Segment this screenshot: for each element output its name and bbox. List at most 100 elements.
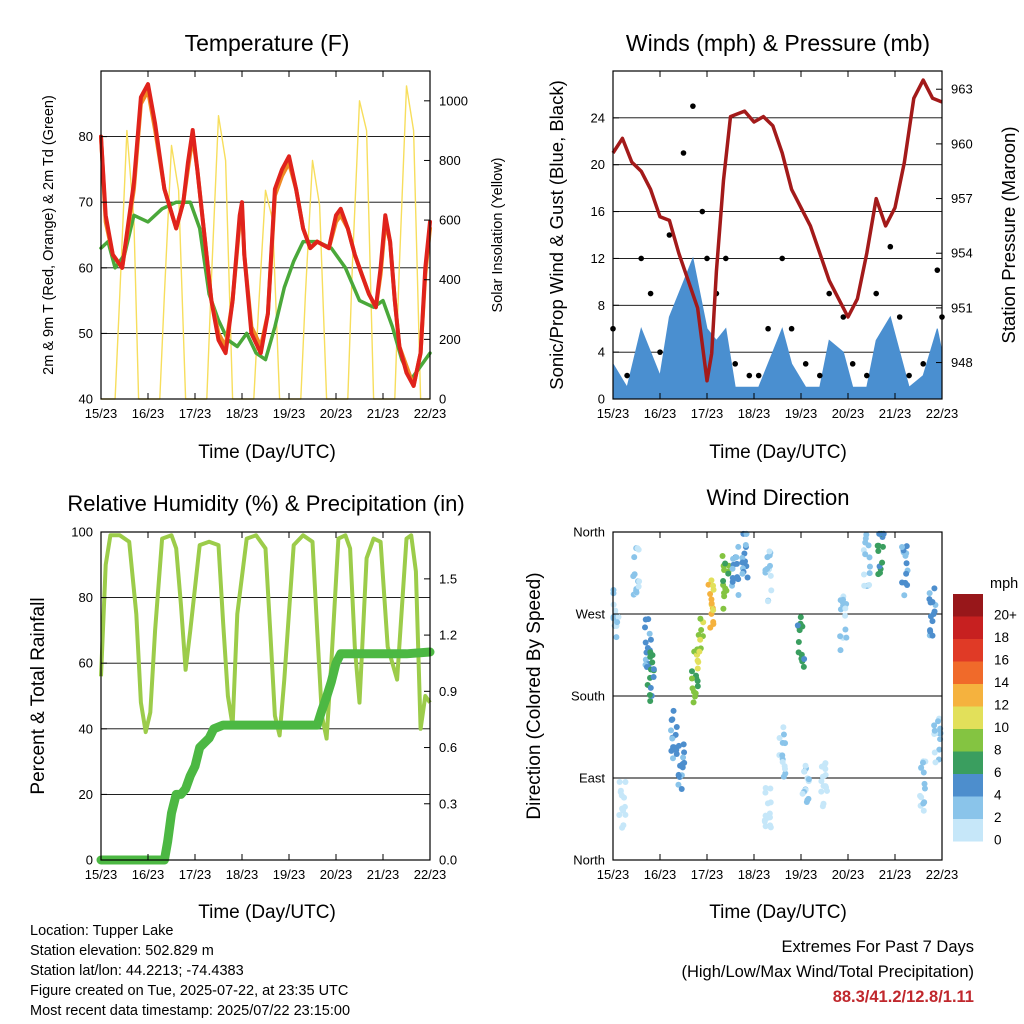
- colorbar-swatch: [953, 774, 983, 797]
- colorbar-swatch: [953, 616, 983, 639]
- direction-point: [764, 554, 771, 561]
- direction-point: [767, 572, 774, 579]
- humidity-plot-frame: [100, 531, 431, 861]
- y2-tick-label: 800: [439, 153, 461, 168]
- direction-point: [782, 740, 789, 747]
- y-tick-label: 100: [71, 525, 93, 540]
- gust-point: [755, 372, 762, 379]
- direction-point: [935, 718, 942, 725]
- x-tick-label: 20/23: [832, 406, 865, 421]
- direction-point: [708, 600, 715, 607]
- direction-point: [926, 596, 933, 603]
- direction-point: [837, 633, 844, 640]
- direction-point: [680, 754, 687, 761]
- sonic-wind-area: [612, 256, 943, 400]
- direction-point: [931, 749, 938, 756]
- x-tick-label: 19/23: [273, 867, 306, 882]
- y-tick-label: 12: [591, 251, 605, 266]
- x-tick-label: 19/23: [273, 406, 306, 421]
- winds-ylabel-right: Station Pressure (Maroon): [998, 127, 1019, 344]
- colorbar-swatch: [953, 751, 983, 774]
- direction-point: [631, 554, 638, 561]
- y-tick-label: South: [571, 689, 605, 704]
- direction-point: [646, 692, 653, 699]
- humidity-title: Relative Humidity (%) & Precipitation (i…: [67, 491, 464, 516]
- humidity-panel: Relative Humidity (%) & Precipitation (i…: [28, 491, 465, 923]
- direction-point: [822, 766, 829, 773]
- direction-point: [901, 592, 908, 599]
- direction-point: [767, 799, 774, 806]
- figure-created: Figure created on Tue, 2025-07-22, at 23…: [30, 983, 349, 999]
- direction-point: [762, 823, 769, 830]
- direction-point: [768, 587, 775, 594]
- x-tick-label: 22/23: [414, 406, 447, 421]
- direction-point: [720, 605, 727, 612]
- direction-point: [874, 542, 881, 549]
- direction-point: [780, 724, 787, 731]
- direction-point: [879, 543, 886, 550]
- direction-point: [931, 727, 938, 734]
- y-tick-label: West: [576, 607, 606, 622]
- temperature-series: [99, 82, 432, 400]
- temp-2m-line: [99, 82, 432, 388]
- direction-point: [678, 786, 685, 793]
- direction-point: [616, 779, 623, 786]
- temperature-plot-frame: [100, 70, 431, 400]
- direction-point: [735, 543, 742, 550]
- direction-point: [779, 759, 786, 766]
- direction-point: [647, 684, 654, 691]
- direction-point: [931, 585, 938, 592]
- direction-point: [744, 574, 751, 581]
- direction-point: [725, 570, 732, 577]
- x-tick-label: 19/23: [785, 406, 818, 421]
- temperature-ticks: 15/23 16/23 17/23 18/23 19/23 20/23 21/23 22/23…: [79, 71, 468, 421]
- direction-point: [647, 697, 654, 704]
- direction-point: [642, 639, 649, 646]
- direction-point: [918, 794, 925, 801]
- direction-point: [719, 552, 726, 559]
- direction-point: [650, 673, 657, 680]
- direction-point: [818, 788, 825, 795]
- direction-point: [866, 554, 873, 561]
- colorbar-swatch: [953, 684, 983, 707]
- gust-point: [704, 255, 710, 262]
- y2-tick-label: 951: [951, 300, 973, 315]
- x-tick-label: 17/23: [179, 867, 212, 882]
- y-tick-label: 80: [79, 129, 93, 144]
- direction-point: [860, 571, 867, 578]
- direction-point: [843, 634, 850, 641]
- speed-colorbar: mph 20+ 18 16 14 12 10 8 6 4 2 0: [953, 576, 1018, 847]
- winds-series: [610, 78, 945, 400]
- direction-point: [780, 731, 787, 738]
- x-tick-label: 21/23: [879, 406, 912, 421]
- direction-point: [842, 612, 849, 619]
- direction-point: [710, 582, 717, 589]
- gust-point: [638, 255, 644, 262]
- direction-point: [669, 735, 676, 742]
- direction-point: [694, 683, 701, 690]
- gust-point: [765, 325, 771, 332]
- x-tick-label: 16/23: [132, 406, 165, 421]
- y-tick-label: 0: [598, 392, 605, 407]
- direction-point: [673, 751, 680, 758]
- gust-point: [624, 372, 630, 379]
- x-tick-label: 16/23: [644, 867, 677, 882]
- direction-point: [767, 822, 774, 829]
- gust-point: [779, 255, 785, 262]
- colorbar-swatch: [953, 706, 983, 729]
- humidity-ylabel-left: Percent & Total Rainfall: [28, 597, 49, 794]
- direction-point: [617, 787, 624, 794]
- direction-point: [692, 690, 699, 697]
- direction-point: [842, 605, 849, 612]
- direction-point: [690, 699, 697, 706]
- direction-point: [730, 555, 737, 562]
- direction-panel: Wind Direction Direction (Colored By Spe…: [524, 485, 1018, 923]
- x-tick-label: 21/23: [367, 867, 400, 882]
- direction-point: [680, 741, 687, 748]
- colorbar-label: 2: [994, 810, 1002, 825]
- direction-point: [866, 581, 873, 588]
- direction-point: [742, 542, 749, 549]
- station-latlon: Station lat/lon: 44.2213; -74.4383: [30, 963, 244, 979]
- gust-point: [887, 243, 894, 250]
